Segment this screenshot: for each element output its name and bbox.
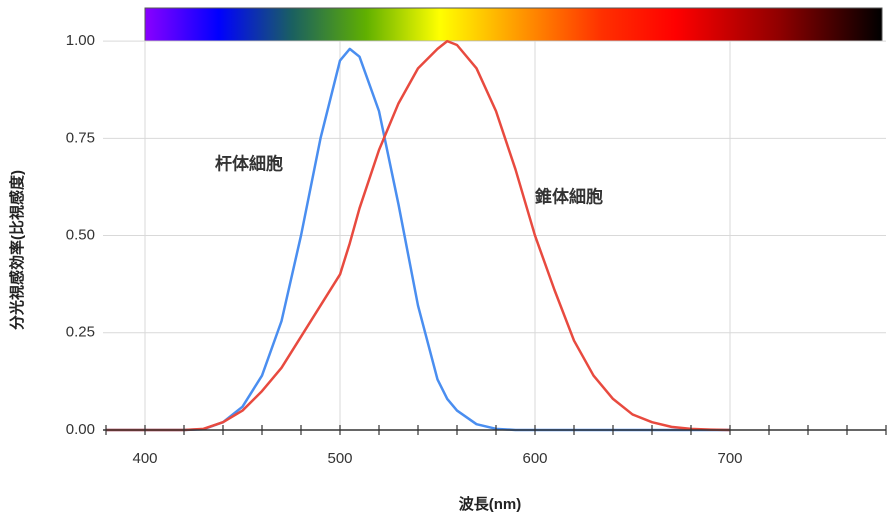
y-axis-title: 分光視感効率(比視感度) — [8, 170, 26, 330]
x-tick-label: 400 — [132, 450, 157, 467]
axes: 0.00 0.25 0.50 0.75 1.00 400 500 600 700 — [66, 32, 887, 467]
y-tick-label: 0.25 — [66, 324, 95, 341]
data-line — [106, 39, 731, 432]
x-axis-title: 波長(nm) — [459, 495, 522, 513]
y-tick-label: 1.00 — [66, 32, 95, 49]
x-tick-label: 700 — [717, 450, 742, 467]
x-tick-label: 600 — [522, 450, 547, 467]
grid — [103, 40, 886, 430]
y-tick-label: 0.00 — [66, 421, 95, 438]
y-tick-label: 0.50 — [66, 227, 95, 244]
y-tick-label: 0.75 — [66, 129, 95, 146]
x-tick-label: 500 — [327, 450, 352, 467]
series-label: 杆体細胞 — [215, 153, 283, 173]
series-label: 錐体細胞 — [535, 186, 603, 206]
spectrum-bar — [144, 7, 883, 42]
data-line — [106, 47, 730, 432]
